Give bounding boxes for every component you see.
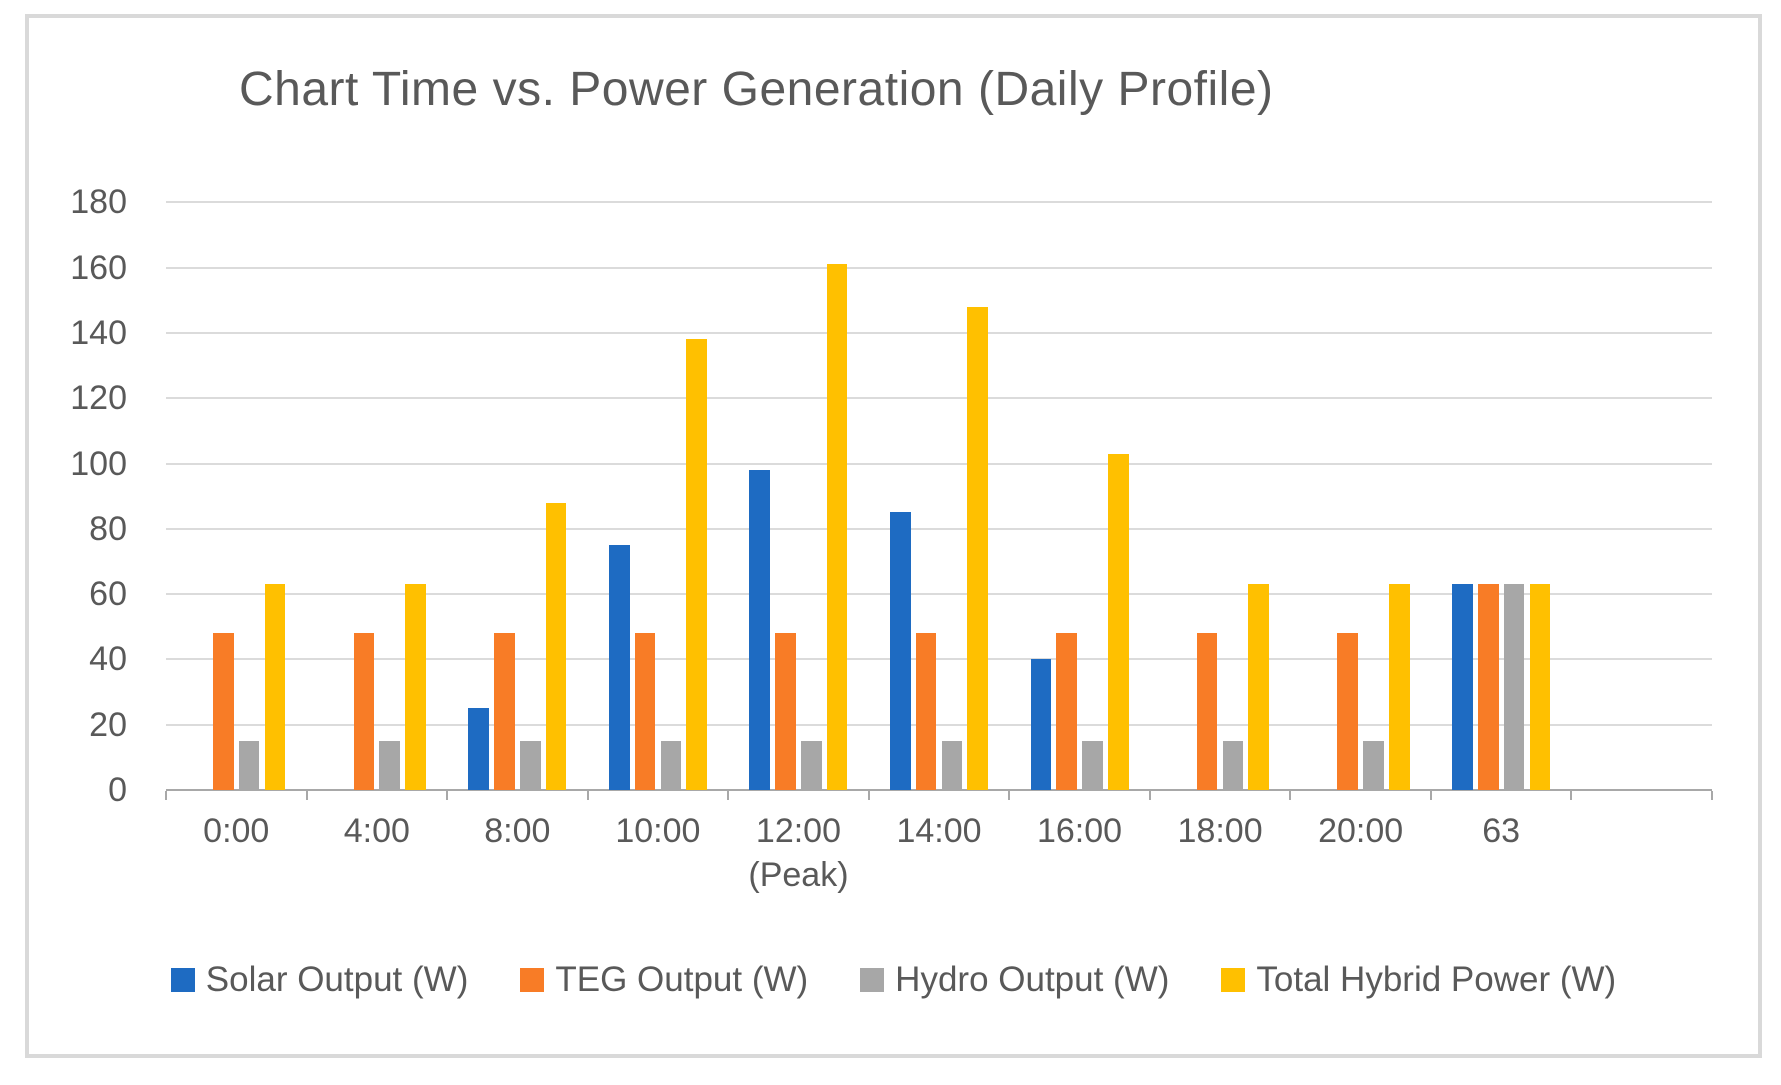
legend-swatch-icon xyxy=(1221,968,1246,992)
bar-teg-output-w xyxy=(1337,633,1359,790)
legend-item: Total Hybrid Power (W) xyxy=(1221,960,1616,1000)
bar-teg-output-w xyxy=(494,633,515,790)
bar-teg-output-w xyxy=(353,633,375,790)
bar-hydro-output-w xyxy=(379,741,400,790)
bar-teg-output-w xyxy=(1056,633,1077,790)
legend-item: Hydro Output (W) xyxy=(860,960,1169,1000)
bar-total-hybrid-power-w xyxy=(967,306,988,790)
gridline xyxy=(166,266,1712,269)
bar-teg-output-w xyxy=(213,633,234,790)
bar-teg-output-w xyxy=(775,633,796,790)
plot-area: 0 20 40 60 80 100 120 140 160 180 0:00 4:00 8:00 10:0… xyxy=(29,18,1758,1054)
legend-label: Solar Output (W) xyxy=(205,960,469,999)
x-axis-tick-label: 8:00 xyxy=(484,812,551,850)
bar-solar-output-w xyxy=(608,545,630,790)
x-axis-tick-label: 20:00 xyxy=(1318,812,1404,850)
x-axis-tick-label: 10:00 xyxy=(615,812,701,850)
y-axis-tick-label: 160 xyxy=(70,248,127,287)
x-axis-tick-mark xyxy=(1148,791,1151,800)
bar-solar-output-w xyxy=(749,470,771,790)
bar-total-hybrid-power-w xyxy=(1529,584,1551,790)
x-axis-tick-mark xyxy=(867,791,870,800)
x-axis-tick-label: 4:00 xyxy=(343,812,410,850)
x-axis-tick-label: 12:00 (Peak) xyxy=(748,812,849,894)
bar-total-hybrid-power-w xyxy=(826,264,848,790)
bar-hydro-output-w xyxy=(1222,741,1244,790)
bar-hydro-output-w xyxy=(1363,741,1384,790)
bar-hydro-output-w xyxy=(941,741,963,790)
bar-teg-output-w xyxy=(1196,633,1218,790)
x-axis-tick-label: 63 xyxy=(1482,812,1521,850)
chart-title: Chart Time vs. Power Generation (Daily P… xyxy=(239,63,1274,116)
x-axis-tick-label: 18:00 xyxy=(1177,812,1263,850)
bar-solar-output-w xyxy=(468,708,489,790)
y-axis-tick-label: 0 xyxy=(108,771,127,809)
x-axis-line xyxy=(166,789,1712,791)
x-axis-tick-mark xyxy=(1289,791,1292,800)
gridline xyxy=(166,527,1712,530)
x-axis-tick-mark xyxy=(1008,791,1011,800)
gridline xyxy=(166,462,1712,465)
gridline xyxy=(166,201,1712,204)
x-axis-tick-mark xyxy=(1711,791,1713,800)
bar-solar-output-w xyxy=(1452,584,1473,790)
y-axis-tick-label: 80 xyxy=(89,509,127,548)
bar-teg-output-w xyxy=(1477,584,1499,790)
gridline xyxy=(166,397,1712,400)
bar-hydro-output-w xyxy=(238,741,260,790)
y-axis-tick-label: 60 xyxy=(89,575,127,614)
bar-solar-output-w xyxy=(1030,659,1052,790)
x-axis-tick-label: 14:00 xyxy=(896,812,982,850)
legend-swatch-icon xyxy=(860,968,885,992)
x-axis-tick-mark xyxy=(305,791,308,800)
bar-hydro-output-w xyxy=(1082,741,1103,790)
y-axis-tick-label: 100 xyxy=(70,444,127,483)
bar-teg-output-w xyxy=(634,633,656,790)
gridline xyxy=(166,658,1712,661)
legend-swatch-icon xyxy=(170,968,195,992)
legend: Solar Output (W) TEG Output (W) Hydro Outp… xyxy=(29,960,1758,1000)
x-axis-tick-mark xyxy=(165,791,167,800)
legend-item: Solar Output (W) xyxy=(170,960,469,1000)
bar-total-hybrid-power-w xyxy=(545,502,567,790)
chart-figure: Chart Time vs. Power Generation (Daily P… xyxy=(25,14,1762,1058)
legend-swatch-icon xyxy=(520,968,545,992)
bar-solar-output-w xyxy=(890,512,911,790)
bar-hydro-output-w xyxy=(660,741,682,790)
bar-total-hybrid-power-w xyxy=(1107,453,1129,790)
gridline xyxy=(166,593,1712,596)
x-axis-tick-label: 0:00 xyxy=(203,812,270,850)
legend-item: TEG Output (W) xyxy=(520,960,808,1000)
bar-hydro-output-w xyxy=(519,741,541,790)
x-axis-tick-mark xyxy=(586,791,589,800)
legend-label: Total Hybrid Power (W) xyxy=(1256,960,1617,999)
bar-total-hybrid-power-w xyxy=(686,339,707,790)
bar-teg-output-w xyxy=(915,633,937,790)
x-axis-tick-mark xyxy=(1429,791,1432,800)
y-axis-tick-label: 180 xyxy=(70,183,127,222)
x-axis-tick-mark xyxy=(727,791,730,800)
bar-total-hybrid-power-w xyxy=(405,584,426,790)
y-axis-tick-label: 40 xyxy=(89,640,127,679)
y-axis-tick-label: 120 xyxy=(70,379,127,418)
x-axis-tick-label: 16:00 xyxy=(1036,812,1123,850)
x-axis-tick-mark xyxy=(446,791,449,800)
bar-hydro-output-w xyxy=(801,741,822,790)
bar-total-hybrid-power-w xyxy=(1389,584,1410,790)
bar-total-hybrid-power-w xyxy=(1248,584,1270,790)
bar-hydro-output-w xyxy=(1503,584,1525,790)
bar-total-hybrid-power-w xyxy=(264,584,286,790)
x-axis-tick-mark xyxy=(1570,791,1573,800)
legend-label: Hydro Output (W) xyxy=(895,960,1170,999)
y-axis-tick-label: 140 xyxy=(70,313,127,352)
y-axis-tick-label: 20 xyxy=(89,705,127,744)
legend-label: TEG Output (W) xyxy=(555,960,809,999)
gridline xyxy=(166,723,1712,726)
gridline xyxy=(166,331,1712,334)
